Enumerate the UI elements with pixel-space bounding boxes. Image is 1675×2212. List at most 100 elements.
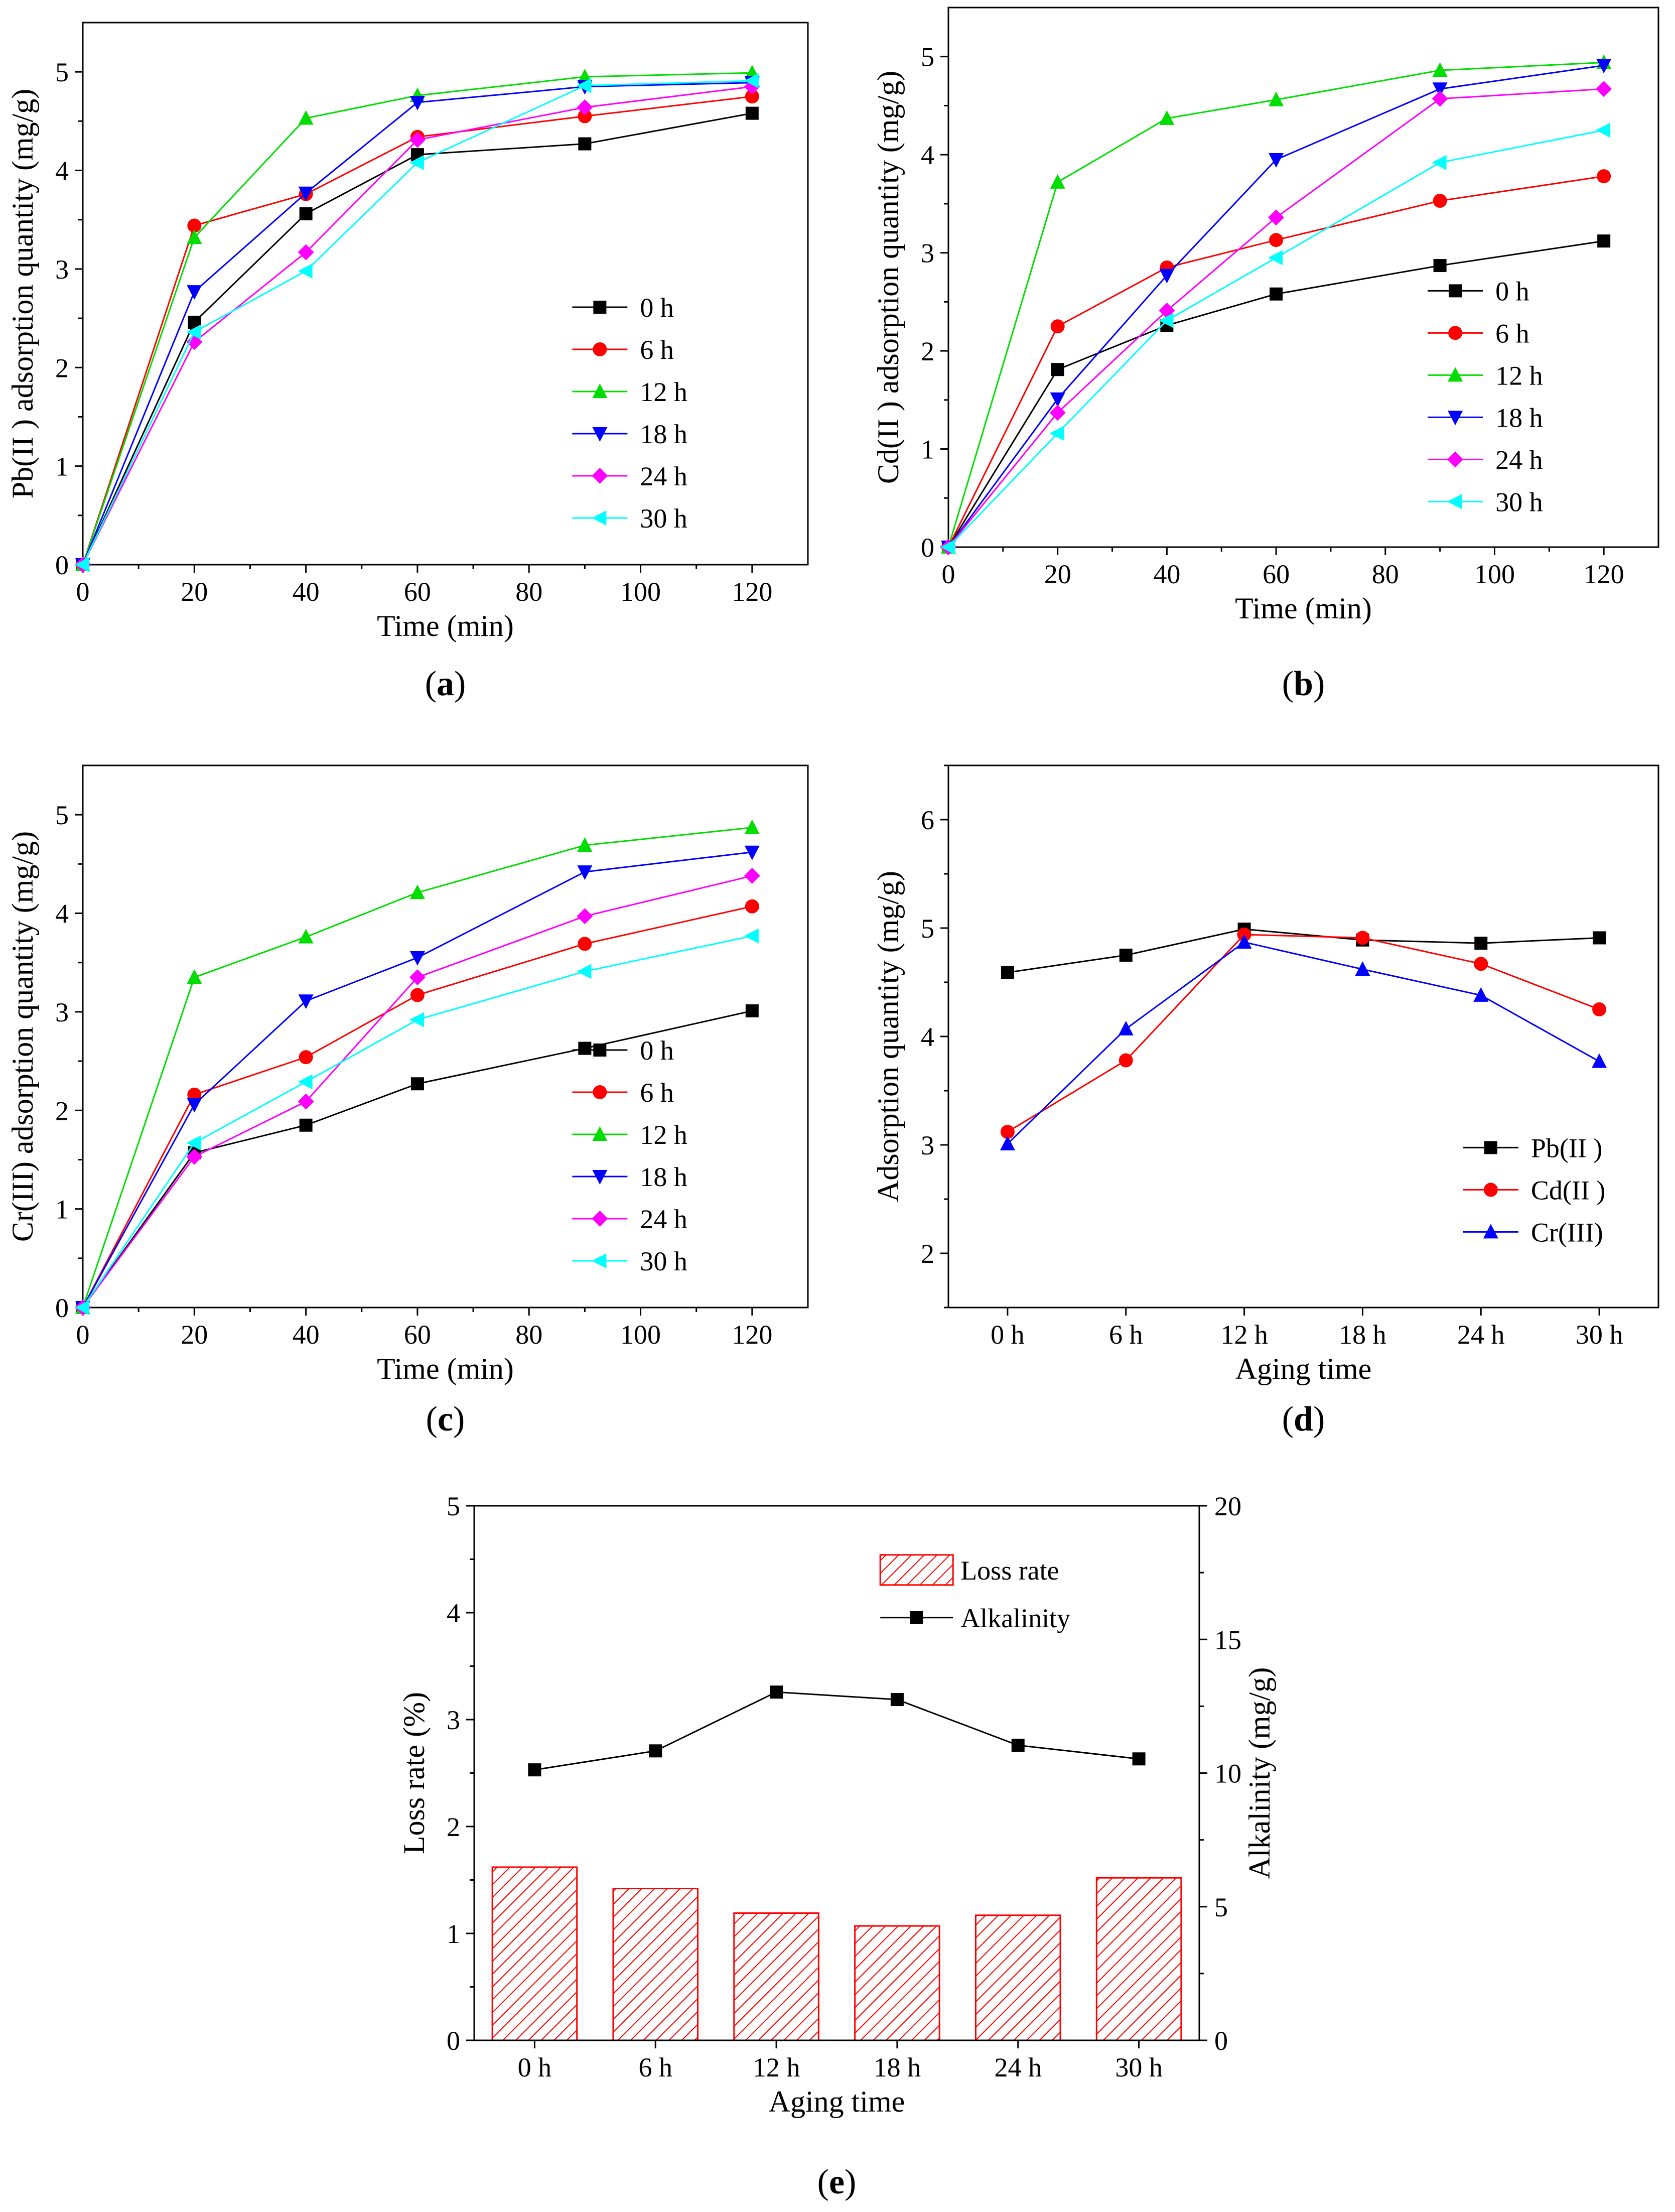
legend-marker-a [593,301,607,314]
data-point-d [1001,966,1014,979]
legend-marker-d [1483,1224,1498,1239]
data-point-c [577,908,593,925]
data-point-e [1011,1739,1025,1752]
series-line-group-e [528,1685,1146,1777]
data-point-b [1159,269,1175,284]
data-point-b [1432,62,1448,77]
data-point-d [1474,957,1488,971]
x-tick-label-e: 6 h [639,2052,673,2083]
legend-label-c: 0 h [640,1035,674,1066]
data-point-a [186,324,201,340]
legend-label-d: Cd(II ) [1531,1175,1605,1205]
data-point-d [1592,1002,1607,1016]
y-tick-label-a: 1 [55,452,69,482]
data-point-c [298,1093,314,1110]
legend-marker-b [1447,494,1462,509]
data-point-b [1269,233,1284,247]
data-point-b [1268,250,1283,266]
legend-marker-c [592,1253,607,1268]
legend-label-c: 18 h [640,1162,687,1192]
data-point-c [187,969,202,984]
data-point-c [410,1077,424,1091]
plot-frame-c [82,764,809,1309]
data-point-b [1432,90,1448,107]
legend-marker-e [910,1611,923,1624]
series-line-a [82,72,752,565]
legend-label-e: Loss rate [960,1555,1059,1586]
chart-panel-d: 0 h 6 h 12 h 18 h 24 h 30 h 2 3 4 5 6 Aging time Ads… [872,764,1659,1439]
data-point-b [1050,319,1065,334]
x-axis-label-e: Aging time [769,2085,905,2118]
legend-marker-b [1448,326,1463,340]
y-tick-label-d: 6 [921,805,934,835]
x-tick-label-a: 120 [732,577,772,607]
data-point-c [744,845,760,860]
y-tick-label-a: 2 [55,353,69,383]
series-c-3 [75,845,760,1316]
series-line-b [947,61,1604,548]
legend-marker-c [593,1044,607,1057]
data-point-b [1049,426,1064,441]
data-point-d [1119,1053,1133,1068]
series-line-a [82,95,753,565]
data-point-a [409,96,425,111]
data-point-c [744,867,760,884]
x-tick-label-d: 0 h [991,1320,1025,1350]
y-tick-label-c: 0 [55,1293,69,1323]
legend-label-a: 30 h [640,503,687,534]
data-point-a [744,73,759,88]
data-point-d [1355,961,1370,976]
data-point-a [409,155,424,170]
x-tick-label-c: 60 [404,1320,431,1350]
bar-e [733,1912,819,2041]
y-tick-label-b: 3 [921,238,934,269]
caption-part: d [1294,1400,1313,1439]
y-tick-label-d: 3 [921,1130,934,1160]
data-point-e [890,1693,904,1707]
data-point-a [577,78,592,93]
data-point-c [298,994,314,1009]
series-line-c [82,875,753,1308]
legend-marker-d [1484,1141,1497,1154]
data-point-c [299,1050,313,1065]
legend-label-b: 6 h [1495,318,1529,348]
data-point-c [409,884,425,899]
y-axis-label-c: Cr(III) adsorption quantity (mg/g) [6,831,39,1242]
data-point-c [298,1074,313,1090]
legend-marker-c [593,1085,607,1099]
x-tick-label-a: 80 [515,577,542,607]
data-point-b [1433,259,1447,273]
series-line-c [82,1010,753,1308]
series-line-a [82,86,753,565]
x-tick-label-a: 20 [181,577,208,607]
y-right-tick-label-e: 0 [1214,2026,1228,2056]
data-point-a [577,99,593,115]
caption-part: ( [1282,1400,1294,1439]
y-tick-label-b: 0 [921,533,934,563]
legend-label-c: 12 h [640,1120,687,1150]
data-point-c [409,951,425,966]
data-point-b [1159,110,1175,125]
legend-label-e: Alkalinity [960,1603,1070,1633]
data-point-a [409,132,426,148]
caption-part: ) [453,1400,465,1439]
legend-marker-d [1483,1183,1498,1197]
data-point-a [298,110,314,125]
data-point-b [1597,169,1611,184]
caption-part: a [437,665,454,703]
bar-e [1095,1877,1182,2041]
data-point-d [1355,931,1370,945]
legend-marker-a [593,342,607,356]
x-tick-label-b: 0 [942,559,955,589]
caption-part: ( [426,1400,438,1439]
caption-part: ) [1313,665,1325,703]
plot-frame-a [82,22,809,566]
data-point-a [187,285,202,300]
caption-part: b [1294,665,1313,703]
data-point-d [1592,1053,1607,1068]
y-right-tick-label-e: 15 [1214,1625,1241,1655]
bar-e [612,1888,699,2041]
caption-part: ) [1313,1400,1325,1439]
x-tick-label-e: 24 h [995,2052,1042,2083]
